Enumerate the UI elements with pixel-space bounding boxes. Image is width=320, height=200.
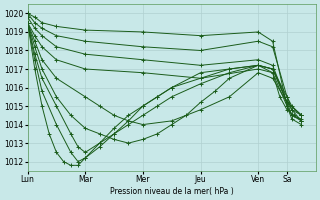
X-axis label: Pression niveau de la mer( hPa ): Pression niveau de la mer( hPa ) bbox=[110, 187, 234, 196]
